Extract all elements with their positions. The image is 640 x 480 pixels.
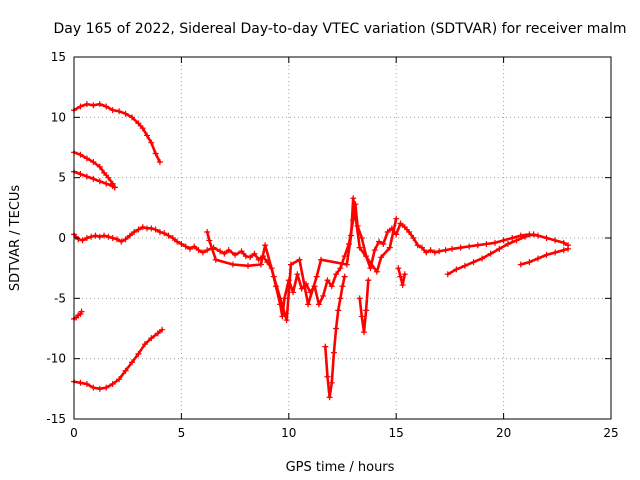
series-trace xyxy=(519,247,570,266)
series-upper-arc xyxy=(71,101,163,165)
series-trace xyxy=(324,275,346,399)
x-tick-label: 25 xyxy=(603,426,618,440)
series-arc-5 xyxy=(71,168,118,191)
series-dip-15h xyxy=(395,265,408,289)
axis-ticks xyxy=(73,56,612,420)
y-axis-label: SDTVAR / TECUs xyxy=(8,185,23,292)
series-trace xyxy=(397,266,407,287)
data-points xyxy=(71,101,572,401)
y-tick-label: -15 xyxy=(46,412,66,426)
y-tick-label: -5 xyxy=(54,291,66,305)
series-late-day-short xyxy=(517,245,572,268)
series-trace xyxy=(72,151,117,189)
chart-title: Day 165 of 2022, Sidereal Day-to-day VTE… xyxy=(54,21,627,37)
x-tick-label: 20 xyxy=(496,426,511,440)
series-trace xyxy=(72,328,164,391)
series-trace xyxy=(72,102,162,164)
series-trace xyxy=(72,170,117,189)
x-tick-label: 10 xyxy=(281,426,296,440)
series-trace xyxy=(72,310,83,321)
y-tick-label: 15 xyxy=(51,50,66,64)
series-spike-13h xyxy=(356,277,372,336)
series-scatter-spread xyxy=(204,195,400,324)
x-axis-label: GPS time / hours xyxy=(286,460,395,475)
series-spike-12h xyxy=(322,273,348,401)
series-trace xyxy=(72,202,570,318)
series-trace xyxy=(205,196,398,322)
x-tick-label: 0 xyxy=(70,426,78,440)
series-trace xyxy=(358,278,370,334)
y-tick-label: 10 xyxy=(51,110,66,124)
series-lower-arc xyxy=(71,326,166,392)
y-tick-label: -10 xyxy=(46,352,66,366)
y-tick-label: 5 xyxy=(58,171,66,185)
y-tick-label: 0 xyxy=(58,231,66,245)
tick-labels: 0 5 10 15 20 25 -15 -10 -5 0 5 10 15 xyxy=(46,50,618,440)
x-tick-label: 5 xyxy=(178,426,186,440)
x-tick-label: 15 xyxy=(389,426,404,440)
series-late-day-lower xyxy=(444,231,537,278)
series-trace xyxy=(446,233,535,276)
